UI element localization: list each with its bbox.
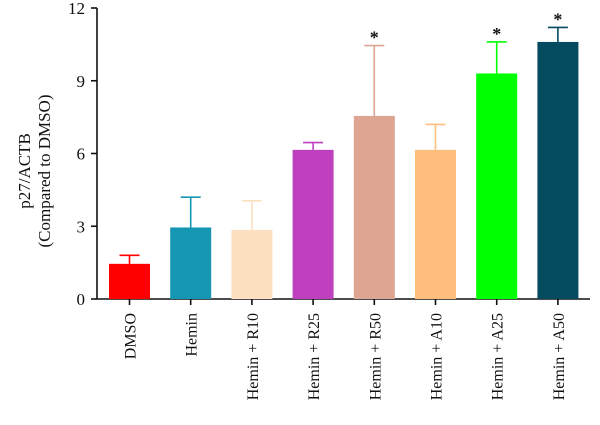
y-tick-label: 12 [68,0,85,18]
bar-8 [537,41,579,299]
y-tick-label: 6 [77,145,86,164]
significance-marker: * [492,24,501,44]
y-axis-title-line2: (Compared to DMSO) [35,95,54,248]
y-tick-label: 0 [77,290,86,309]
y-axis-title-line1: p27/ACTB [15,133,34,209]
bar-3 [231,229,273,299]
bar-4 [292,149,334,299]
bar-5 [353,115,395,299]
x-tick-label: Hemin + R25 [306,313,323,400]
x-tick-label: Hemin + A25 [490,313,507,400]
y-tick-label: 3 [77,217,86,236]
y-tick-label: 9 [77,72,86,91]
plot-area: 0 3 6 9 12 DMSO Hemin Hemin + R10 Hemin + R25 Hem… [68,0,590,400]
bar-6 [415,149,456,299]
bar-1 [109,263,150,299]
x-tick-label: Hemin + R50 [367,313,384,400]
bar-2 [170,227,212,299]
significance-marker: * [370,28,379,48]
x-tick-label: Hemin + R10 [245,313,262,400]
x-tick-label: DMSO [123,313,140,359]
significance-marker: * [553,9,562,29]
x-tick-label: Hemin + A10 [429,313,446,400]
x-tick-label: Hemin + A50 [551,313,568,400]
bar-7 [476,73,518,299]
y-axis-title: p27/ACTB (Compared to DMSO) [15,95,54,248]
x-tick-label: Hemin [184,313,201,357]
